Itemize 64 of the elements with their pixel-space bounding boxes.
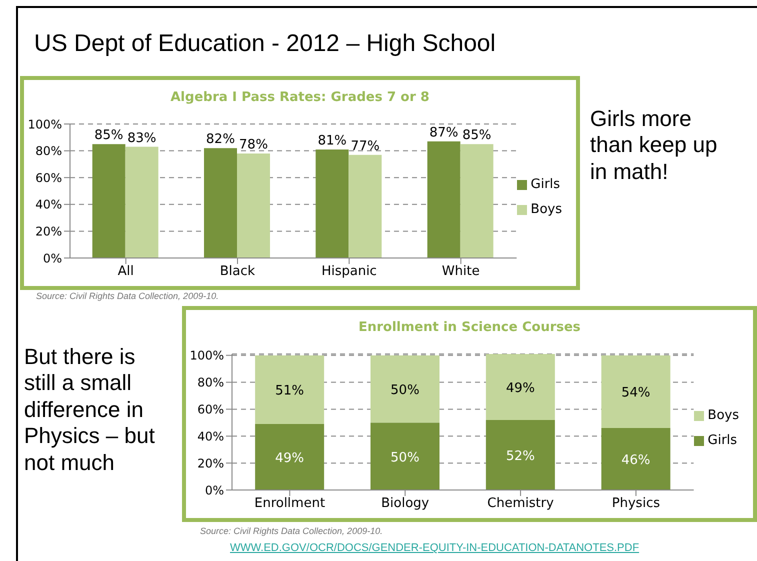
legend-label: Girls — [708, 433, 738, 448]
x-tick-label: Black — [220, 264, 256, 280]
data-label: 50% — [390, 383, 420, 398]
bar — [601, 355, 670, 428]
data-label: 46% — [621, 453, 650, 468]
data-label: 49% — [506, 380, 535, 396]
y-tick-label: 0% — [204, 483, 224, 498]
legend-label: Boys — [530, 202, 562, 217]
bar — [601, 428, 670, 490]
text: WWW.ED.GOV/OCR/DOCS/GENDER-EQUITY-IN-EDUCATION-DATANOTES.PDF — [230, 542, 750, 556]
bar — [316, 149, 349, 258]
data-label: 82% — [206, 132, 235, 148]
x-tick-label: Chemistry — [487, 496, 554, 512]
data-label: 50% — [390, 450, 420, 466]
data-label: 87% — [429, 125, 458, 140]
source-note: Source: Civil Rights Data Collection, 2009-10. — [36, 291, 436, 302]
y-tick-label: 80% — [35, 144, 62, 158]
bar — [92, 144, 126, 258]
data-label: 49% — [275, 451, 304, 466]
data-label: 51% — [275, 384, 304, 399]
y-tick-label: 80% — [197, 376, 224, 390]
bar — [427, 141, 460, 258]
bar — [204, 148, 237, 258]
text: But there is still a small difference in Physics – but not much — [24, 344, 164, 476]
bar — [348, 154, 382, 258]
bar — [236, 153, 270, 258]
bar — [125, 146, 158, 258]
legend-label: Boys — [708, 408, 739, 423]
y-tick-label: 100% — [190, 348, 224, 363]
x-tick-label: Physics — [612, 496, 660, 512]
x-tick-label: Biology — [381, 496, 430, 512]
bar — [460, 144, 494, 258]
data-label: 81% — [318, 133, 347, 148]
x-tick-label: Enrollment — [254, 496, 326, 512]
data-label: 85% — [462, 128, 492, 144]
x-tick-label: All — [118, 264, 134, 280]
text: Girls more than keep up in math! — [590, 106, 730, 186]
data-label: 77% — [350, 138, 380, 154]
y-tick-label: 40% — [197, 429, 224, 444]
legend-label: Girls — [530, 177, 560, 192]
data-label: 52% — [506, 448, 535, 464]
x-tick-label: White — [442, 264, 480, 280]
data-label: 54% — [621, 386, 650, 401]
x-tick-label: Hispanic — [321, 264, 377, 280]
bar — [486, 354, 555, 420]
data-label: 78% — [239, 137, 268, 152]
y-tick-label: 60% — [197, 402, 224, 416]
source-note: Source: Civil Rights Data Collection, 2009-10. — [200, 526, 600, 537]
y-tick-label: 20% — [197, 456, 224, 470]
y-tick-label: 40% — [35, 198, 62, 212]
y-tick-label: 60% — [35, 170, 62, 185]
chart-title: Algebra I Pass Rates: Grades 7 or 8 — [170, 90, 430, 107]
text: US Dept of Education - 2012 – High School — [34, 30, 654, 59]
bar — [486, 420, 555, 490]
y-tick-label: 20% — [35, 224, 62, 238]
data-label: 83% — [127, 130, 156, 146]
bar — [255, 355, 324, 424]
bar — [370, 355, 440, 423]
bar — [255, 424, 324, 490]
y-tick-label: 0% — [42, 251, 62, 266]
y-tick-label: 100% — [28, 117, 62, 132]
chart-title: Enrollment in Science Courses — [357, 320, 582, 337]
data-label: 85% — [94, 128, 124, 144]
bar — [370, 422, 440, 490]
